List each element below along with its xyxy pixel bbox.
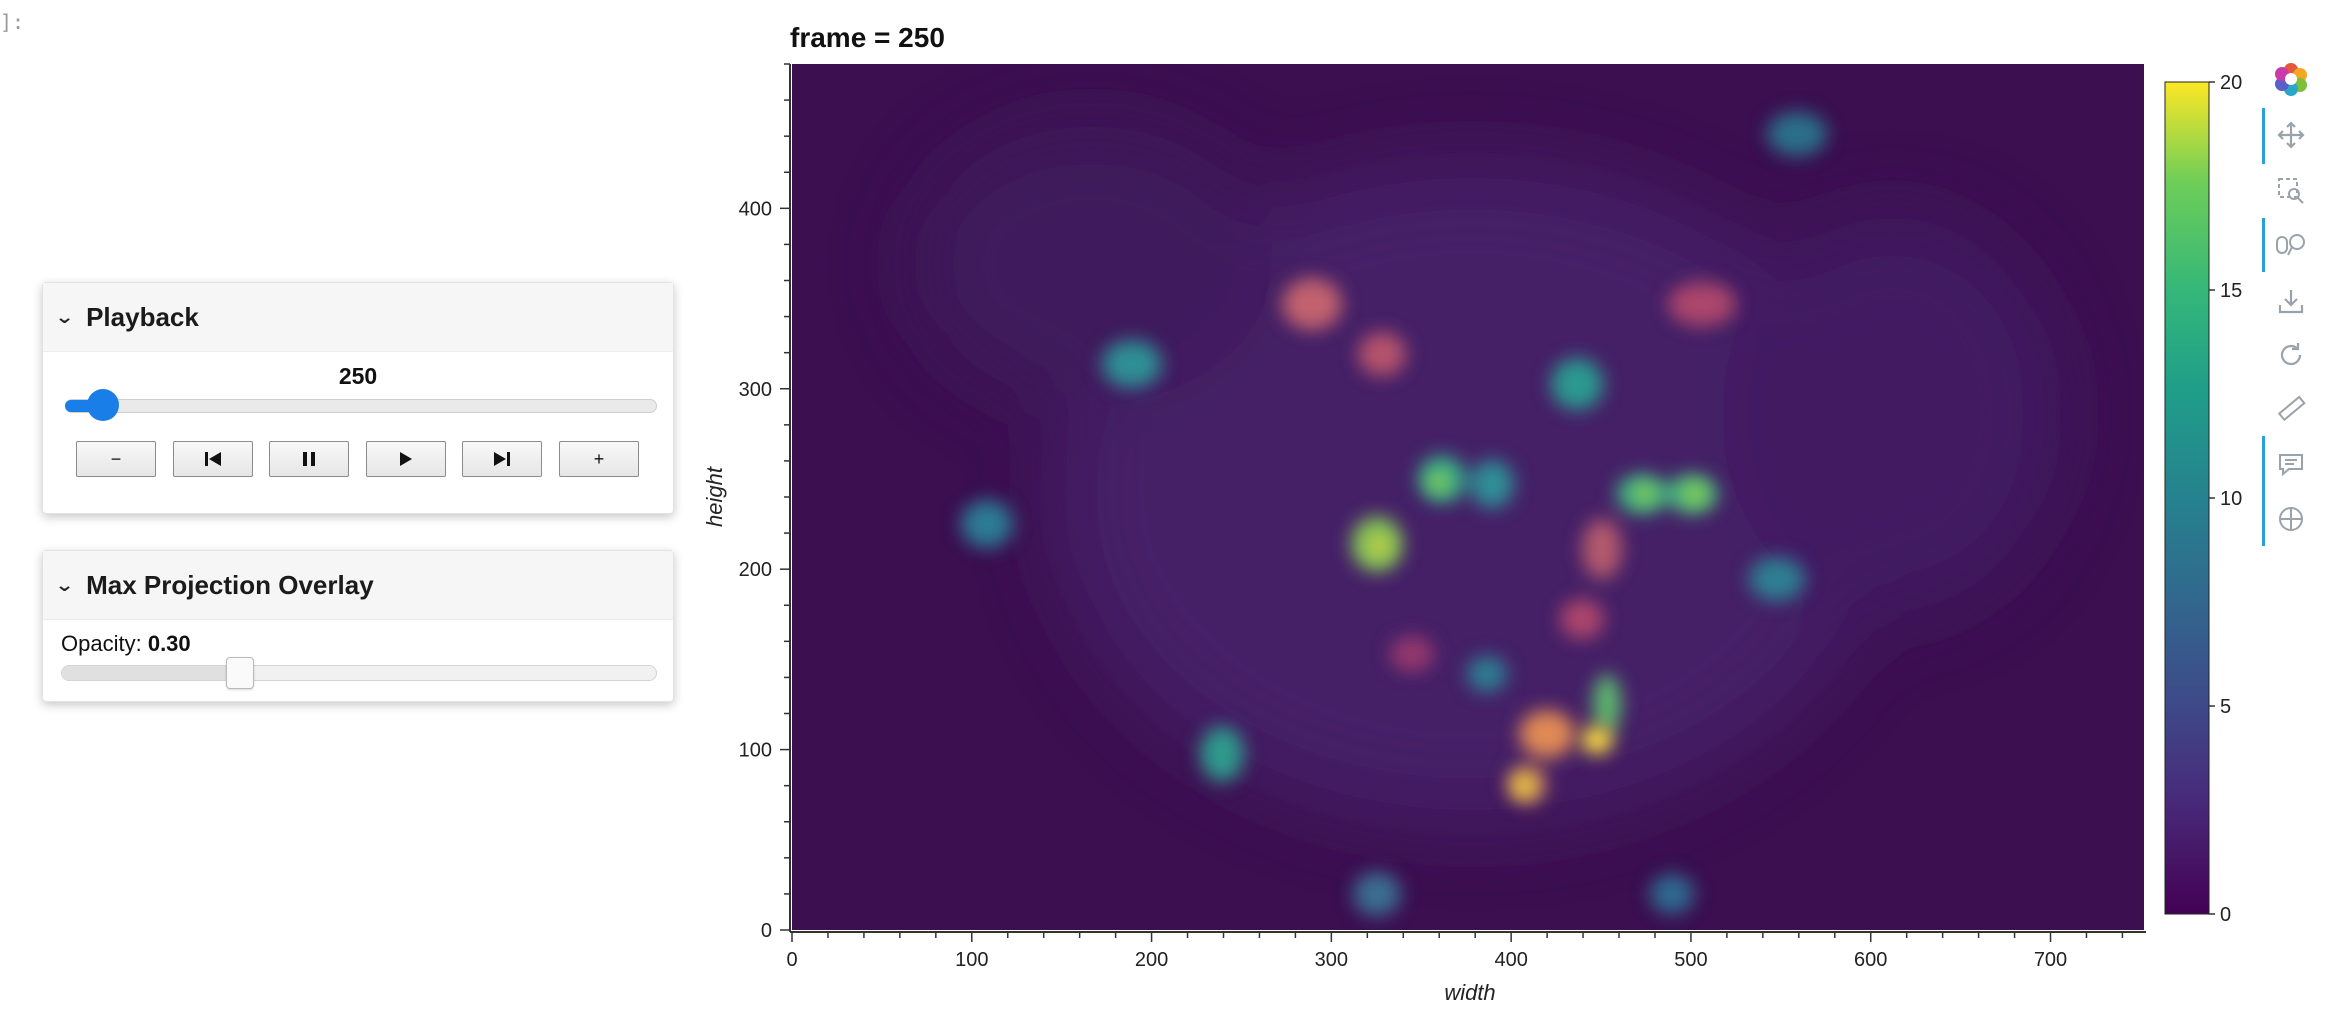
last-frame-button[interactable]: [462, 441, 543, 477]
x-tick-label: 300: [1315, 949, 1348, 971]
chevron-down-icon: ⌄: [54, 306, 75, 327]
x-tick-label: 700: [2034, 949, 2067, 971]
playback-button-row: − +: [76, 441, 639, 477]
plot-title: frame = 250: [790, 22, 945, 53]
overlay-header[interactable]: ⌄ Max Projection Overlay: [43, 551, 673, 620]
pause-icon: [303, 452, 316, 466]
plus-icon: +: [593, 448, 605, 469]
minus-icon: −: [110, 448, 122, 469]
overlay-card: ⌄ Max Projection Overlay Opacity: 0.30: [42, 550, 674, 702]
colorbar-tick-label: 15: [2220, 280, 2242, 302]
pause-button[interactable]: [269, 441, 350, 477]
skip-back-icon: [204, 452, 221, 466]
overlay-title: Max Projection Overlay: [86, 569, 374, 600]
opacity-label-text: Opacity:: [61, 631, 142, 656]
y-tick-label: 300: [739, 379, 772, 401]
pan-icon[interactable]: [2272, 116, 2310, 154]
colorbar-tick-label: 5: [2220, 696, 2231, 718]
x-axis-label: width: [1444, 980, 1495, 1005]
heatmap-image[interactable]: [792, 64, 2144, 930]
crosshair-icon[interactable]: [2272, 500, 2310, 538]
y-tick-label: 0: [761, 920, 772, 942]
y-tick-label: 200: [739, 559, 772, 581]
x-tick-label: 0: [786, 949, 797, 971]
opacity-label: Opacity: 0.30: [61, 631, 191, 657]
measure-icon[interactable]: [2272, 390, 2310, 428]
heatmap-svg: [792, 64, 2144, 930]
hover-icon[interactable]: [2272, 446, 2310, 484]
colorbar-tick-label: 10: [2220, 488, 2242, 510]
skip-forward-icon: [494, 452, 511, 466]
play-icon: [399, 452, 412, 466]
playback-card: ⌄ Playback 250 − +: [42, 282, 674, 514]
step-forward-button[interactable]: +: [558, 441, 639, 477]
y-tick-label: 100: [739, 740, 772, 762]
y-axis-ticks: 0 100 200 300 400: [739, 63, 790, 942]
y-tick-label: 400: [739, 198, 772, 220]
opacity-slider-handle[interactable]: [226, 657, 254, 689]
colorbar-tick-label: 20: [2220, 72, 2242, 94]
first-frame-button[interactable]: [172, 441, 253, 477]
step-back-button[interactable]: −: [76, 441, 156, 477]
save-icon[interactable]: [2272, 282, 2310, 320]
reset-icon[interactable]: [2272, 336, 2310, 374]
cell-prompt: ]:: [0, 10, 25, 34]
y-axis-label: height: [702, 466, 727, 527]
x-tick-label: 400: [1494, 949, 1527, 971]
toolbar-active-marker: [2262, 436, 2265, 546]
x-tick-label: 100: [955, 949, 988, 971]
x-tick-label: 500: [1674, 949, 1707, 971]
colorbar: 0 5 10 15 20: [2164, 72, 2242, 926]
frame-value: 250: [338, 363, 378, 389]
colorbar-ticks: 0 5 10 15 20: [2209, 72, 2242, 926]
frame-slider-thumb[interactable]: [87, 389, 119, 421]
colorbar-gradient: [2164, 81, 2210, 915]
toolbar-active-marker: [2262, 108, 2265, 164]
x-tick-label: 200: [1135, 949, 1168, 971]
wheel-zoom-icon[interactable]: [2272, 226, 2310, 264]
box-zoom-icon[interactable]: [2272, 172, 2310, 210]
x-tick-label: 600: [1854, 949, 1887, 971]
opacity-slider-fill: [62, 666, 240, 680]
chevron-down-icon: ⌄: [54, 574, 75, 595]
toolbar-active-marker: [2262, 218, 2265, 272]
play-button[interactable]: [365, 441, 446, 477]
x-axis-ticks: 0 100 200 300 400 500 600 700: [786, 932, 2124, 971]
playback-header[interactable]: ⌄ Playback: [43, 283, 673, 352]
bokeh-logo-icon[interactable]: [2272, 60, 2310, 98]
colorbar-tick-label: 0: [2220, 904, 2231, 926]
opacity-value: 0.30: [147, 631, 191, 656]
playback-title: Playback: [86, 301, 199, 332]
